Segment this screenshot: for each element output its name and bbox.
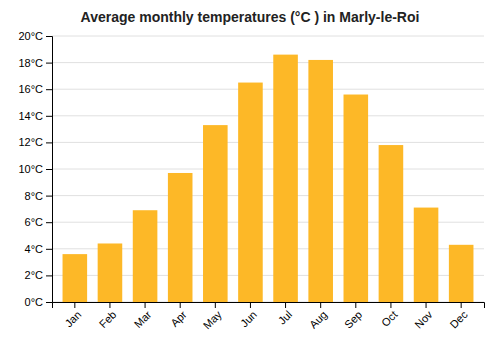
tick-label: 18°C bbox=[18, 57, 43, 69]
bar bbox=[449, 245, 474, 302]
tick: 10°C bbox=[18, 163, 52, 175]
tick-label: Jun bbox=[238, 308, 259, 329]
tick: 16°C bbox=[18, 83, 52, 95]
tick: 2°C bbox=[25, 269, 52, 281]
bar bbox=[273, 55, 298, 302]
grid bbox=[52, 36, 484, 302]
bar bbox=[63, 254, 88, 302]
tick-label: Jan bbox=[62, 308, 83, 329]
tick-label: Feb bbox=[97, 308, 119, 330]
title: Average monthly temperatures (°C ) in Ma… bbox=[81, 9, 420, 25]
tick-label: Nov bbox=[412, 308, 435, 331]
tick-label: 16°C bbox=[18, 83, 43, 95]
bar bbox=[168, 173, 193, 302]
tick-mark bbox=[74, 302, 75, 308]
tick-label: 12°C bbox=[18, 136, 43, 148]
tick-mark bbox=[46, 249, 52, 250]
tick-label: Dec bbox=[447, 308, 470, 331]
tick: Apr bbox=[168, 302, 189, 329]
tick: 20°C bbox=[18, 30, 52, 42]
tick-label: Oct bbox=[379, 308, 400, 329]
tick-label: May bbox=[201, 308, 225, 332]
y-axis: 0°C 2°C 4°C 6°C 8°C 10°C 12°C 14°C 16°C 18°C 20°C bbox=[18, 30, 52, 308]
tick: Feb bbox=[97, 302, 119, 330]
tick-mark bbox=[46, 142, 52, 143]
tick-mark bbox=[250, 302, 251, 308]
tick: 0°C bbox=[25, 296, 52, 308]
plot: 0°C 2°C 4°C 6°C 8°C 10°C 12°C 14°C 16°C 18°C 20°C J… bbox=[18, 30, 484, 331]
tick-mark bbox=[109, 302, 110, 308]
chart: 0°C 2°C 4°C 6°C 8°C 10°C 12°C 14°C 16°C 18°C 20°C J… bbox=[0, 0, 500, 350]
tick-label: Jul bbox=[276, 308, 294, 326]
grid-line bbox=[52, 142, 484, 143]
axis-line bbox=[46, 37, 53, 303]
tick: 12°C bbox=[18, 136, 52, 148]
grid-line bbox=[52, 169, 484, 170]
tick-mark bbox=[355, 302, 356, 308]
grid-line bbox=[52, 195, 484, 196]
tick-label: 2°C bbox=[25, 269, 44, 281]
grid-line bbox=[52, 62, 484, 63]
tick: 4°C bbox=[25, 243, 52, 255]
bar bbox=[308, 60, 333, 302]
bar bbox=[133, 210, 158, 302]
tick-mark bbox=[320, 302, 321, 308]
tick-mark bbox=[461, 302, 462, 308]
tick-mark bbox=[46, 196, 52, 197]
grid-line bbox=[52, 115, 484, 116]
bar bbox=[379, 145, 404, 302]
bar bbox=[344, 95, 369, 302]
tick-label: 0°C bbox=[25, 296, 44, 308]
tick: 8°C bbox=[25, 190, 52, 202]
tick: Jan bbox=[62, 302, 83, 329]
tick: Sep bbox=[342, 302, 364, 331]
tick-label: 14°C bbox=[18, 110, 43, 122]
tick: May bbox=[201, 302, 225, 331]
tick-label: 4°C bbox=[25, 243, 44, 255]
tick-mark bbox=[390, 302, 391, 308]
tick-mark bbox=[46, 169, 52, 170]
tick-mark bbox=[46, 222, 52, 223]
tick: Jul bbox=[276, 302, 294, 327]
tick-mark bbox=[426, 302, 427, 308]
tick: 18°C bbox=[18, 57, 52, 69]
tick-mark bbox=[46, 116, 52, 117]
tick-label: Aug bbox=[307, 308, 329, 330]
bar bbox=[98, 243, 123, 302]
tick: 6°C bbox=[25, 216, 52, 228]
tick-label: Apr bbox=[168, 308, 189, 329]
tick: Aug bbox=[307, 302, 329, 331]
bar bbox=[238, 83, 263, 302]
tick: Oct bbox=[379, 302, 400, 329]
axis-line bbox=[53, 303, 485, 309]
x-axis: Jan Feb Mar Apr May Jun Jul Aug Sep Oct Nov Dec bbox=[53, 302, 485, 331]
tick: Nov bbox=[412, 302, 435, 331]
tick-label: 10°C bbox=[18, 163, 43, 175]
grid-line bbox=[52, 89, 484, 90]
bar bbox=[414, 208, 439, 302]
tick-mark bbox=[46, 63, 52, 64]
tick: Dec bbox=[447, 302, 470, 331]
bar bbox=[203, 125, 228, 302]
tick-mark bbox=[285, 302, 286, 308]
tick-label: Mar bbox=[132, 308, 154, 330]
tick-label: 20°C bbox=[18, 30, 43, 42]
tick: 14°C bbox=[18, 110, 52, 122]
tick-mark bbox=[180, 302, 181, 308]
bars bbox=[63, 55, 474, 302]
tick-mark bbox=[215, 302, 216, 308]
tick-mark bbox=[46, 302, 52, 303]
tick-mark bbox=[46, 36, 52, 37]
tick: Jun bbox=[238, 302, 259, 329]
tick-label: Sep bbox=[342, 308, 364, 330]
tick-mark bbox=[145, 302, 146, 308]
tick-label: 8°C bbox=[25, 190, 44, 202]
tick-mark bbox=[46, 275, 52, 276]
tick: Mar bbox=[132, 302, 154, 330]
grid-line bbox=[52, 36, 484, 37]
tick-mark bbox=[46, 89, 52, 90]
tick-label: 6°C bbox=[25, 216, 44, 228]
